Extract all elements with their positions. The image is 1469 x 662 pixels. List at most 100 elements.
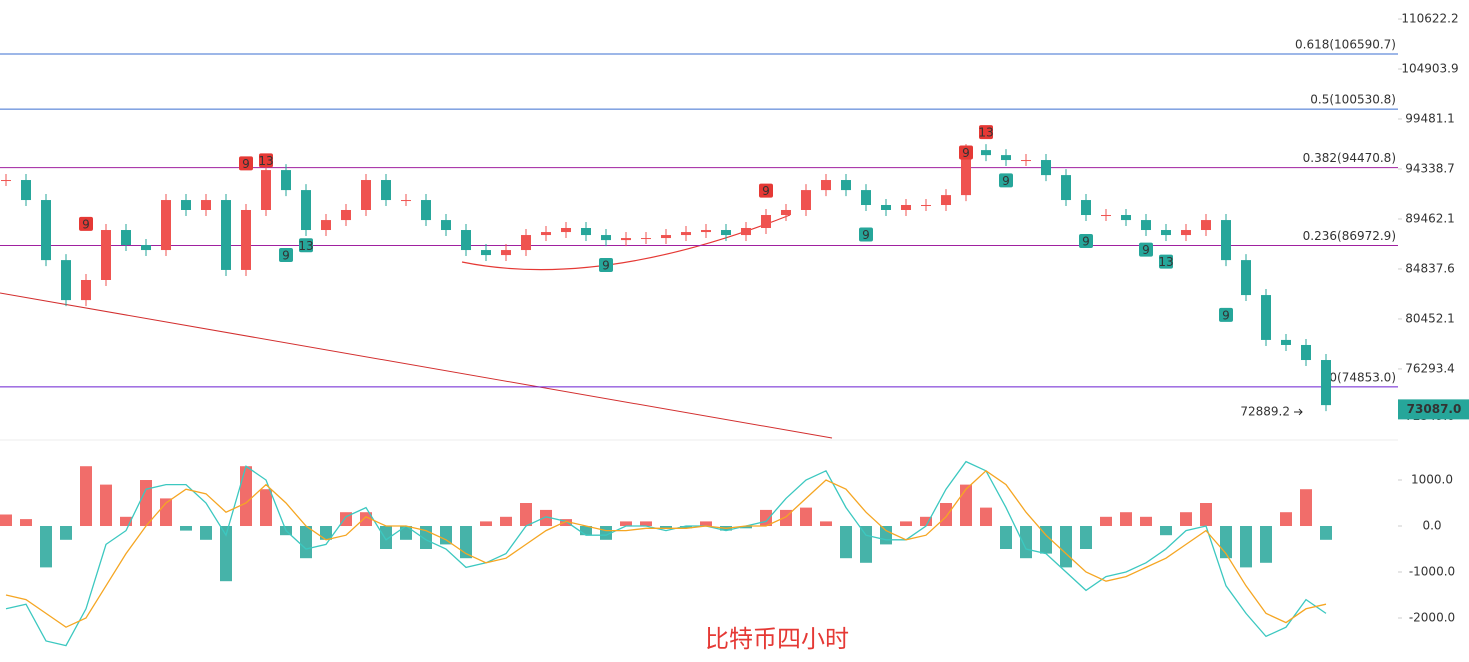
macd-bar	[1200, 503, 1212, 527]
chart-title: 比特币四小时	[705, 625, 849, 653]
td-marker-label: 9	[282, 249, 290, 263]
candle	[581, 227, 591, 236]
y-tick-label: 84837.6	[1405, 261, 1455, 275]
macd-bar	[220, 526, 232, 582]
td-marker	[759, 183, 773, 198]
macd-bar	[20, 519, 32, 527]
td-marker	[259, 153, 273, 168]
y-tick-label: -2000.0	[1409, 610, 1455, 624]
fib-label: 0(74853.0)	[1329, 370, 1396, 384]
candle	[441, 220, 451, 231]
macd-bar	[140, 480, 152, 527]
macd-bar	[1160, 526, 1172, 536]
td-marker-label: 13	[1158, 255, 1173, 269]
last-price-label: 73087.0	[1407, 402, 1462, 416]
td-marker-label: 9	[1222, 308, 1230, 322]
macd-bar	[380, 526, 392, 549]
macd-bar	[940, 503, 952, 527]
candle	[1261, 295, 1271, 340]
candle	[701, 230, 711, 233]
td-marker	[279, 248, 293, 263]
candle	[481, 250, 491, 256]
macd-bar	[640, 521, 652, 527]
td-marker-label: 9	[762, 184, 770, 198]
macd-bar	[1000, 526, 1012, 549]
candle	[101, 230, 111, 281]
y-tick-label: 80452.1	[1405, 311, 1455, 325]
low-arrow	[1294, 408, 1303, 416]
candle	[1181, 230, 1191, 236]
candle	[1201, 220, 1211, 231]
y-tick-label: 0.0	[1422, 519, 1441, 533]
last-price-box	[1398, 399, 1469, 420]
td-marker	[239, 156, 253, 171]
macd-bar	[440, 526, 452, 545]
macd-bar	[40, 526, 52, 568]
y-tick-label: 1000.0	[1411, 473, 1453, 487]
candle	[721, 230, 731, 236]
td-marker-label: 9	[602, 258, 610, 272]
candle	[681, 232, 691, 236]
candle	[1001, 155, 1011, 161]
candle	[321, 220, 331, 231]
macd-bar	[180, 526, 192, 531]
macd-bar	[1140, 516, 1152, 527]
macd-bar	[580, 526, 592, 536]
macd-bar	[160, 498, 172, 527]
candle	[981, 150, 991, 156]
y-tick-label: 76293.4	[1405, 361, 1455, 375]
td-marker-label: 9	[1082, 234, 1090, 248]
candle	[1241, 260, 1251, 296]
candle	[861, 190, 871, 206]
fib-label: 0.236(86972.9)	[1303, 229, 1396, 243]
y-tick-label: 104903.9	[1401, 62, 1458, 76]
macd-bar	[60, 526, 72, 540]
candle	[661, 235, 671, 239]
candle	[501, 250, 511, 256]
candle	[381, 180, 391, 201]
candle	[401, 200, 411, 202]
td-marker-label: 9	[1002, 174, 1010, 188]
td-marker	[959, 145, 973, 160]
macd-bar	[1300, 489, 1312, 527]
macd-bar	[460, 526, 472, 559]
candle	[261, 170, 271, 210]
candle	[1221, 220, 1231, 261]
candle	[821, 180, 831, 191]
candle	[121, 230, 131, 246]
candle	[21, 180, 31, 201]
candle	[881, 205, 891, 210]
candle	[141, 245, 151, 251]
trend-line	[0, 292, 833, 439]
candle	[241, 209, 251, 270]
macd-bar	[520, 503, 532, 527]
candle	[1121, 215, 1131, 221]
candle	[1161, 230, 1171, 236]
macd-bar	[1100, 516, 1112, 527]
fib-label: 0.618(106590.7)	[1295, 37, 1396, 51]
macd-bar	[360, 512, 372, 527]
td-marker	[859, 227, 873, 242]
macd-bar	[400, 526, 412, 540]
td-marker	[1159, 254, 1173, 269]
macd-bar	[500, 516, 512, 527]
low-price-label: 72889.2	[1240, 404, 1290, 418]
candle	[961, 150, 971, 196]
candle	[781, 209, 791, 216]
macd-bar	[480, 521, 492, 527]
candle	[1101, 215, 1111, 217]
candle	[621, 238, 631, 241]
candle	[1081, 200, 1091, 216]
y-tick-label: 94338.7	[1405, 161, 1455, 175]
macd-line	[5, 460, 1327, 647]
macd-bar	[540, 509, 552, 527]
candle	[161, 200, 171, 251]
macd-bar	[660, 526, 672, 529]
td-marker-label: 9	[242, 157, 250, 171]
candle	[1301, 344, 1311, 361]
y-tick-label: -1000.0	[1409, 564, 1455, 578]
macd-line	[5, 469, 1327, 628]
macd-bar	[1260, 526, 1272, 563]
candle	[221, 200, 231, 270]
candle	[1061, 175, 1071, 201]
